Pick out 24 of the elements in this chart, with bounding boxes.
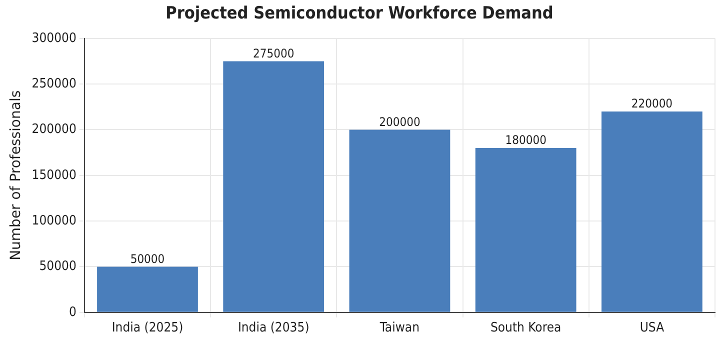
x-tick-label: Taiwan bbox=[378, 320, 420, 336]
y-axis-title: Number of Professionals bbox=[8, 90, 24, 260]
y-tick-label: 100000 bbox=[32, 213, 76, 228]
y-tick-label: 250000 bbox=[32, 76, 76, 92]
data-label: 220000 bbox=[631, 96, 673, 111]
bar bbox=[349, 130, 450, 312]
data-label: 180000 bbox=[505, 133, 547, 148]
y-tick-label: 50000 bbox=[39, 259, 76, 274]
y-tick-label: 0 bbox=[68, 304, 76, 320]
y-tick-label: 300000 bbox=[32, 30, 76, 46]
bar bbox=[97, 266, 198, 312]
x-tick-label: India (2035) bbox=[238, 320, 310, 336]
bar bbox=[475, 148, 576, 312]
data-label: 275000 bbox=[253, 46, 294, 60]
x-tick-label: USA bbox=[640, 320, 664, 336]
x-tick-label: South Korea bbox=[490, 320, 562, 336]
data-label: 50000 bbox=[130, 252, 165, 266]
y-tick-label: 150000 bbox=[32, 168, 76, 183]
data-label: 200000 bbox=[379, 114, 420, 129]
x-tick-label: India (2025) bbox=[112, 320, 184, 336]
y-tick-label: 200000 bbox=[32, 122, 76, 138]
chart-title: Projected Semiconductor Workforce Demand bbox=[166, 4, 554, 24]
bar bbox=[602, 111, 702, 312]
bar bbox=[223, 61, 324, 312]
